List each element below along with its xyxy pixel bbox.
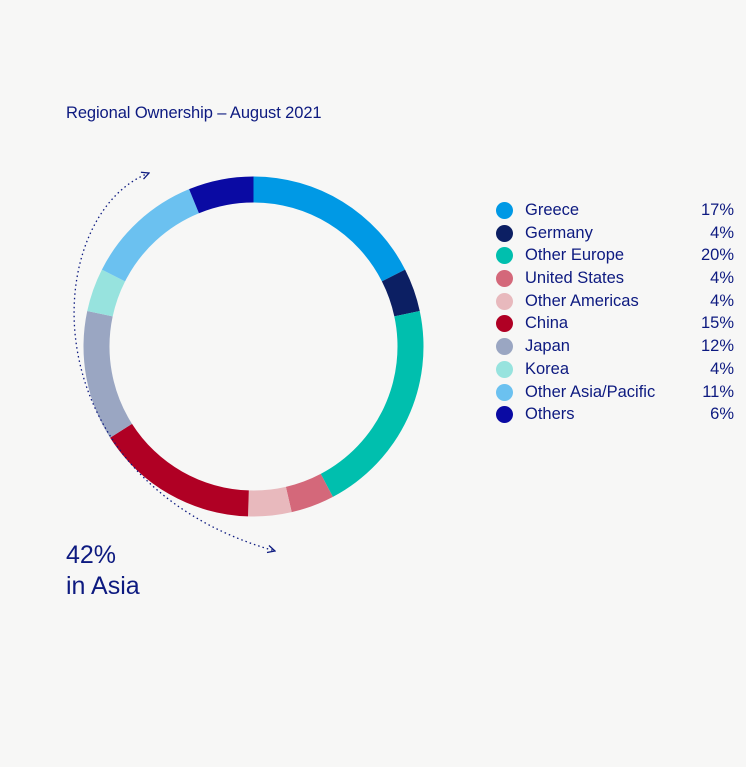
donut-slice-other-europe xyxy=(320,310,424,497)
legend-label: China xyxy=(525,314,569,333)
legend-value: 6% xyxy=(710,405,734,424)
legend-label: Japan xyxy=(525,337,570,356)
legend-swatch xyxy=(496,270,513,288)
legend-swatch xyxy=(496,406,513,424)
legend-swatch xyxy=(496,202,513,219)
legend-item-greece: Greece 17% xyxy=(496,199,736,222)
legend-label: Germany xyxy=(525,223,593,242)
legend-value: 4% xyxy=(710,223,734,242)
asia-share-label: in Asia xyxy=(66,572,140,600)
legend-item-japan: Japan 12% xyxy=(496,335,736,358)
legend-item-china: China 15% xyxy=(496,312,736,335)
legend-value: 12% xyxy=(700,337,734,356)
legend-swatch xyxy=(496,360,513,378)
legend-item-other-europe: Other Europe 20% xyxy=(496,244,736,267)
chart-title: Regional Ownership – August 2021 xyxy=(66,104,322,122)
donut-slice-korea xyxy=(87,269,126,317)
legend-label: Other Europe xyxy=(525,246,625,265)
legend-label: Other Americas xyxy=(525,291,639,310)
legend-value: 4% xyxy=(710,269,734,288)
donut-slice-other-asia-pacific xyxy=(101,189,199,282)
donut-slice-japan xyxy=(83,310,133,438)
legend-item-others: Others 6% xyxy=(496,403,736,426)
legend-swatch xyxy=(496,383,513,401)
donut-slice-other-americas xyxy=(247,486,292,517)
legend-item-other-americas: Other Americas 4% xyxy=(496,290,736,313)
asia-arrow xyxy=(73,173,275,551)
legend-value: 15% xyxy=(700,314,734,333)
legend-item-other-asia-pacific: Other Asia/Pacific 11% xyxy=(496,381,736,404)
legend-value: 4% xyxy=(710,291,734,310)
legend: Greece 17% Germany 4% Other Europe 20% United … xyxy=(496,199,736,426)
legend-label: Korea xyxy=(525,359,570,378)
donut-slice-germany xyxy=(381,269,420,317)
donut-slices xyxy=(83,176,424,517)
legend-item-korea: Korea 4% xyxy=(496,358,736,381)
donut-slice-others xyxy=(189,176,254,214)
legend-value: 11% xyxy=(702,382,734,401)
legend-value: 17% xyxy=(700,201,734,219)
legend-swatch xyxy=(496,224,513,242)
donut-slice-greece xyxy=(253,176,406,282)
asia-callout: 42% in Asia xyxy=(66,540,140,602)
legend-swatch xyxy=(496,338,513,356)
donut-slice-china xyxy=(110,423,249,517)
legend-swatch xyxy=(496,247,513,265)
legend-item-germany: Germany 4% xyxy=(496,222,736,245)
legend-label: Others xyxy=(525,405,575,424)
legend-value: 4% xyxy=(710,359,734,378)
legend-swatch xyxy=(496,315,513,333)
legend-label: Greece xyxy=(525,201,580,219)
legend-value: 20% xyxy=(700,246,734,265)
legend-label: United States xyxy=(525,269,625,288)
asia-share-value: 42% xyxy=(66,541,117,569)
legend-label: Other Asia/Pacific xyxy=(525,382,656,401)
legend-item-united-states: United States 4% xyxy=(496,267,736,290)
legend-swatch xyxy=(496,292,513,310)
donut-slice-united-states xyxy=(285,473,333,513)
